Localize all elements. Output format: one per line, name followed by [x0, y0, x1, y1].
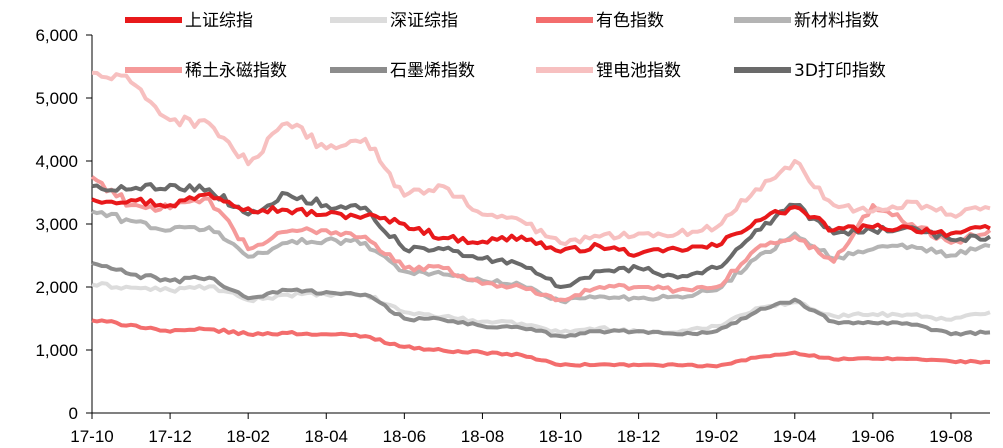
y-tick-label: 6,000: [35, 26, 78, 45]
x-axis: 17-10 17-12 18-02 18-04 18-06 18-08 18-10 18-12…: [70, 412, 990, 446]
plot-lines: [90, 70, 992, 369]
series-line-3: [91, 318, 991, 369]
x-tick-label: 18-10: [539, 427, 582, 446]
x-tick-label: 19-06: [851, 427, 894, 446]
legend-label: 新材料指数: [794, 11, 879, 31]
series-line-5: [90, 175, 992, 303]
x-tick-label: 18-04: [305, 427, 348, 446]
series-line-7: [91, 70, 991, 247]
legend-label: 石墨烯指数: [390, 61, 475, 81]
x-tick-label: 18-06: [383, 427, 426, 446]
x-tick-label: 19-04: [773, 427, 816, 446]
x-tick-label: 17-10: [70, 427, 113, 446]
x-tick-label: 19-08: [929, 427, 972, 446]
y-tick-label: 2,000: [35, 278, 78, 297]
legend-label: 深证综指: [390, 11, 458, 31]
legend-label: 上证综指: [185, 11, 253, 31]
x-tick-label: 18-12: [617, 427, 660, 446]
x-tick-label: 18-02: [226, 427, 269, 446]
y-tick-label: 3,000: [35, 215, 78, 234]
series-line-2: [91, 281, 991, 335]
y-tick-label: 4,000: [35, 152, 78, 171]
x-tick-label: 17-12: [148, 427, 191, 446]
legend-label: 有色指数: [596, 11, 664, 31]
x-tick-label: 19-02: [695, 427, 738, 446]
x-tick-label: 18-08: [461, 427, 504, 446]
series-line-6: [91, 261, 991, 339]
series-line-8: [91, 182, 992, 289]
y-tick-label: 0: [69, 404, 78, 423]
series-line-1: [91, 191, 991, 258]
y-axis: 0 1,000 2,000 3,000 4,000 5,000 6,000: [35, 26, 93, 423]
legend-label: 稀土永磁指数: [185, 61, 287, 81]
y-tick-label: 5,000: [35, 89, 78, 108]
legend-label: 锂电池指数: [596, 61, 681, 81]
legend-label: 3D打印指数: [794, 61, 886, 81]
y-tick-label: 1,000: [35, 341, 78, 360]
